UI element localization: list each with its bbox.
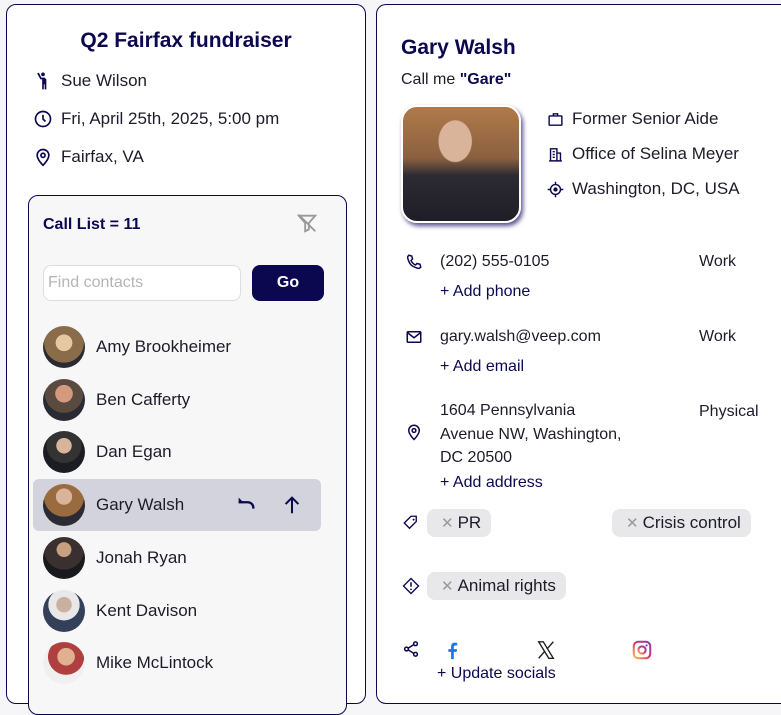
email-type: Work [699,328,737,345]
building-icon [549,147,562,162]
contact-list-name: Dan Egan [96,442,172,462]
filter-off-icon[interactable] [296,212,318,234]
event-location: Fairfax, VA [33,147,144,167]
avatar [43,484,85,527]
contact-list-item[interactable]: Kent Davison [33,585,321,637]
contact-location: Washington, DC, USA [547,179,740,199]
clock-icon [34,110,52,128]
mail-icon [406,331,422,343]
address-value[interactable]: 1604 Pennsylvania Avenue NW, Washington,… [440,399,621,470]
contact-list-name: Ben Cafferty [96,389,191,409]
event-title: Q2 Fairfax fundraiser [80,29,292,52]
arrow-up-icon[interactable] [281,494,303,516]
undo-icon[interactable] [235,494,257,516]
avatar [43,326,85,368]
tag-chip[interactable]: ✕ Crisis control [612,509,751,537]
address-line: DC 20500 [440,449,513,466]
phone-type: Work [699,253,737,270]
briefcase-icon [548,112,563,126]
nickname: "Gare" [459,71,512,88]
add-address-link[interactable]: + Add address [440,474,543,491]
email-value[interactable]: gary.walsh@veep.com [440,328,601,345]
avatar [43,536,85,579]
contact-list-name: Jonah Ryan [96,547,187,567]
callme-prefix: Call me [401,71,456,88]
address-line: 1604 Pennsylvania [440,402,576,419]
issue-label: Animal rights [457,576,556,595]
tag-label: Crisis control [642,513,741,532]
map-pin-icon [36,148,50,167]
address-type: Physical [699,403,759,420]
avatar [43,589,85,632]
x-icon[interactable] [535,639,557,661]
remove-icon[interactable]: ✕ [626,515,639,532]
job-title-text: Former Senior Aide [572,109,719,128]
event-host: Sue Wilson [33,71,147,91]
contact-organization: Office of Selina Meyer [547,144,739,164]
contact-panel: Gary Walsh Call me "Gare" Former Senior … [376,4,781,704]
address-line: Avenue NW, Washington, [440,425,622,443]
location-target-icon [547,181,564,197]
phone-icon [406,254,422,270]
tags-icon [403,515,417,530]
contact-list-item[interactable]: Gary Walsh [33,479,321,532]
datetime-text: Fri, April 25th, 2025, 5:00 pm [61,109,280,128]
contact-list-item[interactable]: Mike McLintock [33,637,321,689]
map-pin-icon [407,424,421,441]
instagram-icon[interactable] [631,639,653,661]
call-list-title: Call List = 11 [43,216,141,233]
contact-list-name: Mike McLintock [96,653,214,673]
call-list-panel: Call List = 11 Go Amy Brookheimer Ben Caf… [28,195,347,715]
contact-list-item[interactable]: Jonah Ryan [33,532,321,584]
issue-chip[interactable]: ✕ Animal rights [427,572,566,600]
find-contacts-input[interactable] [43,265,241,301]
add-email-link[interactable]: + Add email [440,358,525,375]
share-icon [403,641,419,657]
remove-icon[interactable]: ✕ [441,578,454,595]
tag-label: PR [457,513,482,532]
contact-list-item[interactable]: Amy Brookheimer [33,321,321,373]
contact-list-name: Amy Brookheimer [96,337,232,356]
avatar [43,378,85,421]
contact-name: Gary Walsh [401,36,516,59]
alert-diamond-icon [402,577,420,595]
avatar [43,431,85,474]
facebook-icon[interactable] [441,639,463,661]
contact-list-item[interactable]: Dan Egan [33,426,321,478]
nickname-line: Call me "Gare" [401,71,511,89]
contact-job-title: Former Senior Aide [547,109,718,129]
host-name: Sue Wilson [61,71,147,90]
update-socials-link[interactable]: + Update socials [437,665,556,682]
location-text: Washington, DC, USA [572,179,740,198]
remove-icon[interactable]: ✕ [441,515,454,532]
contact-list-name: Gary Walsh [96,495,185,515]
contact-list-item[interactable]: Ben Cafferty [33,374,321,426]
contact-list-name: Kent Davison [96,600,198,620]
add-phone-link[interactable]: + Add phone [440,283,531,300]
event-panel: Q2 Fairfax fundraiser Sue Wilson Fri, Ap… [6,4,366,715]
tag-chip[interactable]: ✕ PR [427,509,492,537]
go-button[interactable]: Go [252,265,324,301]
organization-text: Office of Selina Meyer [572,144,739,163]
event-datetime: Fri, April 25th, 2025, 5:00 pm [33,109,279,129]
phone-value[interactable]: (202) 555-0105 [440,253,550,270]
person-waving-icon [37,72,47,90]
avatar [43,642,85,685]
contact-photo [401,105,521,223]
location-text: Fairfax, VA [61,147,144,166]
